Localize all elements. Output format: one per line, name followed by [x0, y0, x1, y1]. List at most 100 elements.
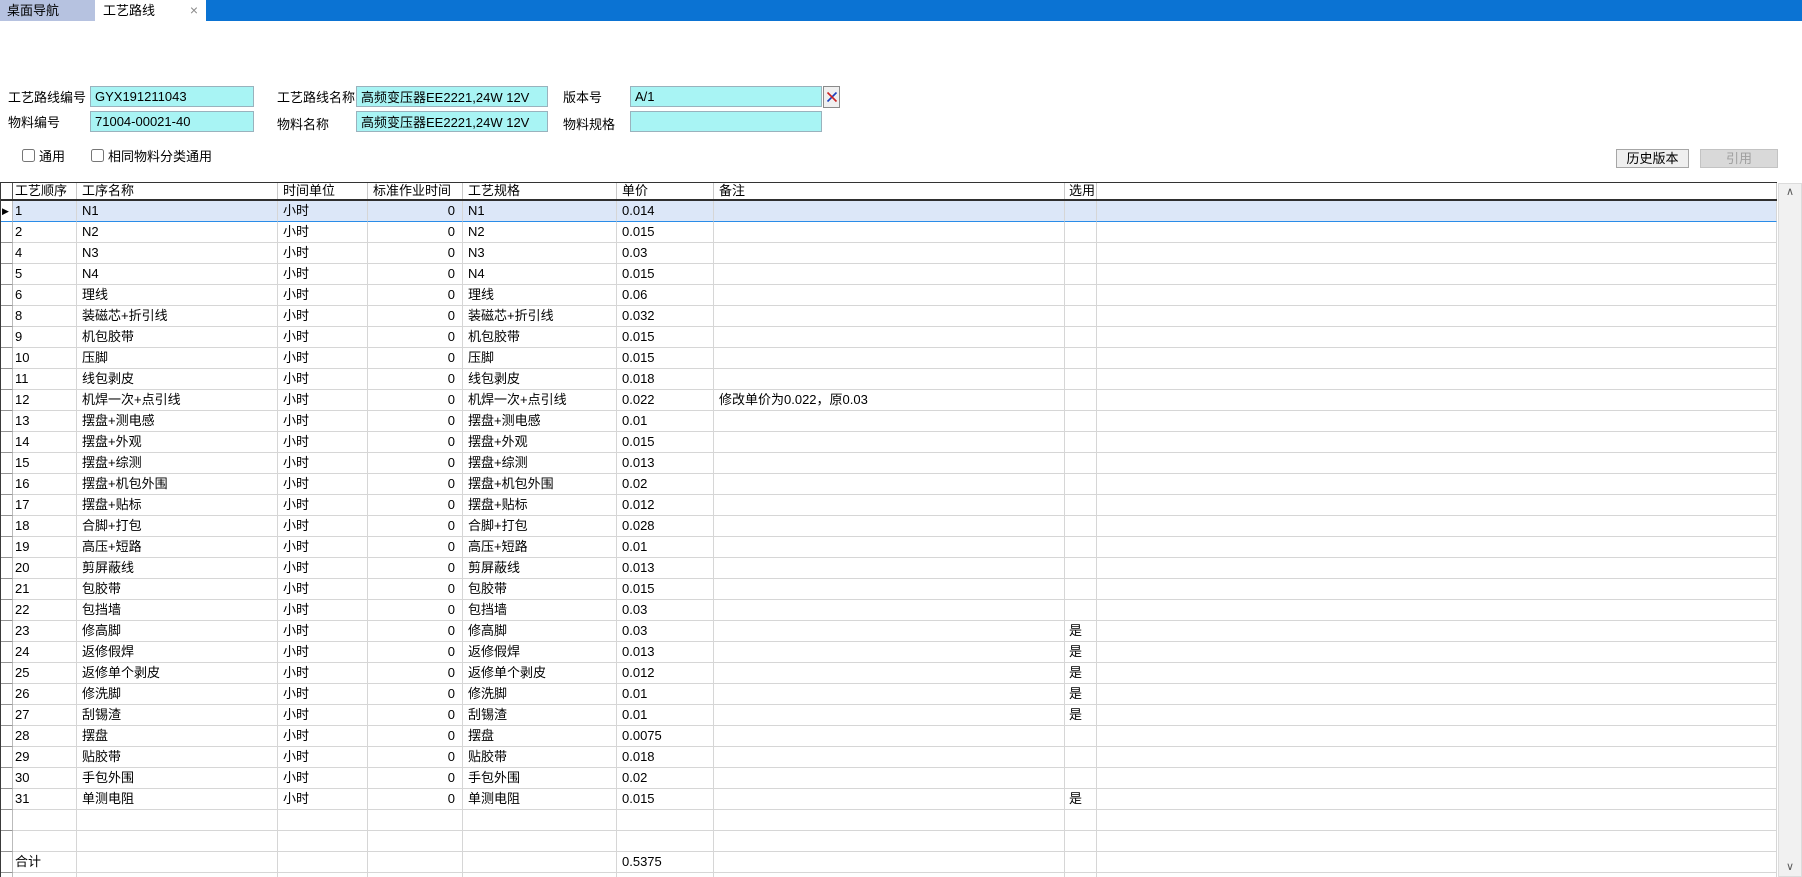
- cell-spec[interactable]: 剪屏蔽线: [463, 558, 617, 579]
- cell-optional[interactable]: [1065, 726, 1097, 747]
- cell-process-name[interactable]: 摆盘+综测: [77, 453, 278, 474]
- cell-remark[interactable]: [714, 306, 1065, 327]
- cell-std-time[interactable]: 0: [368, 201, 463, 222]
- version-lookup-button[interactable]: [823, 86, 840, 108]
- table-row[interactable]: 21 包胶带 小时 0 包胶带 0.015: [1, 579, 1777, 600]
- material-no-input[interactable]: [90, 111, 254, 132]
- cell-process-name[interactable]: 摆盘: [77, 726, 278, 747]
- cell-remark[interactable]: [714, 411, 1065, 432]
- col-header-remark[interactable]: 备注: [714, 183, 1065, 199]
- cell-seq[interactable]: 31: [13, 789, 77, 810]
- cell-optional[interactable]: [1065, 747, 1097, 768]
- cell-spec[interactable]: 摆盘+贴标: [463, 495, 617, 516]
- cell-price[interactable]: 0.013: [617, 453, 714, 474]
- cell-spec[interactable]: 压脚: [463, 348, 617, 369]
- cell-time-unit[interactable]: 小时: [278, 453, 368, 474]
- cell-process-name[interactable]: 摆盘+机包外围: [77, 474, 278, 495]
- table-row[interactable]: 16 摆盘+机包外围 小时 0 摆盘+机包外围 0.02: [1, 474, 1777, 495]
- cell-optional[interactable]: [1065, 453, 1097, 474]
- tab-process-route[interactable]: 工艺路线 ×: [95, 0, 206, 21]
- cell-seq[interactable]: 13: [13, 411, 77, 432]
- cell-seq[interactable]: 2: [13, 222, 77, 243]
- cell-std-time[interactable]: 0: [368, 663, 463, 684]
- cell-price[interactable]: 0.028: [617, 516, 714, 537]
- cell-time-unit[interactable]: 小时: [278, 579, 368, 600]
- cell-spec[interactable]: 修洗脚: [463, 684, 617, 705]
- vertical-scrollbar[interactable]: ∧ ∨: [1778, 183, 1802, 877]
- cell-process-name[interactable]: 理线: [77, 285, 278, 306]
- route-name-input[interactable]: [356, 86, 548, 107]
- cell-optional[interactable]: [1065, 558, 1097, 579]
- cell-seq[interactable]: 10: [13, 348, 77, 369]
- table-row[interactable]: ▶ 1 N1 小时 0 N1 0.014: [1, 201, 1777, 222]
- empty-row[interactable]: [1, 810, 1777, 831]
- cell-time-unit[interactable]: 小时: [278, 642, 368, 663]
- cell-price[interactable]: 0.03: [617, 243, 714, 264]
- cell-process-name[interactable]: 手包外围: [77, 768, 278, 789]
- col-header-price[interactable]: 单价: [617, 183, 714, 199]
- cell-price[interactable]: 0.01: [617, 684, 714, 705]
- cell-process-name[interactable]: 摆盘+贴标: [77, 495, 278, 516]
- cell-time-unit[interactable]: 小时: [278, 222, 368, 243]
- cell-remark[interactable]: [714, 684, 1065, 705]
- cell-optional[interactable]: [1065, 369, 1097, 390]
- empty-row[interactable]: [1, 831, 1777, 852]
- cell-optional[interactable]: 是: [1065, 642, 1097, 663]
- table-row[interactable]: 28 摆盘 小时 0 摆盘 0.0075: [1, 726, 1777, 747]
- cell-optional[interactable]: [1065, 306, 1097, 327]
- cell-remark[interactable]: [714, 537, 1065, 558]
- cell-std-time[interactable]: 0: [368, 222, 463, 243]
- checkbox-common[interactable]: 通用: [22, 147, 65, 164]
- cell-time-unit[interactable]: 小时: [278, 558, 368, 579]
- cell-std-time[interactable]: 0: [368, 243, 463, 264]
- cell-remark[interactable]: [714, 726, 1065, 747]
- cell-spec[interactable]: 单测电阻: [463, 789, 617, 810]
- history-version-button[interactable]: 历史版本: [1616, 149, 1689, 168]
- cell-std-time[interactable]: 0: [368, 285, 463, 306]
- cell-time-unit[interactable]: 小时: [278, 705, 368, 726]
- cell-spec[interactable]: 机焊一次+点引线: [463, 390, 617, 411]
- cell-time-unit[interactable]: 小时: [278, 348, 368, 369]
- cell-remark[interactable]: [714, 474, 1065, 495]
- version-input[interactable]: [630, 86, 822, 107]
- cell-price[interactable]: 0.013: [617, 558, 714, 579]
- cell-remark[interactable]: [714, 222, 1065, 243]
- col-header-name[interactable]: 工序名称: [77, 183, 278, 199]
- cell-time-unit[interactable]: 小时: [278, 411, 368, 432]
- cell-seq[interactable]: 23: [13, 621, 77, 642]
- cell-optional[interactable]: 是: [1065, 705, 1097, 726]
- cell-time-unit[interactable]: 小时: [278, 306, 368, 327]
- cell-std-time[interactable]: 0: [368, 768, 463, 789]
- cell-std-time[interactable]: 0: [368, 327, 463, 348]
- table-row[interactable]: 18 合脚+打包 小时 0 合脚+打包 0.028: [1, 516, 1777, 537]
- cell-remark[interactable]: [714, 705, 1065, 726]
- cell-time-unit[interactable]: 小时: [278, 684, 368, 705]
- cell-std-time[interactable]: 0: [368, 474, 463, 495]
- cell-spec[interactable]: 手包外围: [463, 768, 617, 789]
- cell-process-name[interactable]: 装磁芯+折引线: [77, 306, 278, 327]
- cell-std-time[interactable]: 0: [368, 411, 463, 432]
- cell-std-time[interactable]: 0: [368, 747, 463, 768]
- cell-time-unit[interactable]: 小时: [278, 747, 368, 768]
- cell-seq[interactable]: 9: [13, 327, 77, 348]
- cell-optional[interactable]: [1065, 390, 1097, 411]
- cell-optional[interactable]: 是: [1065, 684, 1097, 705]
- cell-seq[interactable]: 28: [13, 726, 77, 747]
- cell-std-time[interactable]: 0: [368, 495, 463, 516]
- cell-price[interactable]: 0.012: [617, 663, 714, 684]
- cell-std-time[interactable]: 0: [368, 306, 463, 327]
- table-row[interactable]: 24 返修假焊 小时 0 返修假焊 0.013 是: [1, 642, 1777, 663]
- cell-time-unit[interactable]: 小时: [278, 537, 368, 558]
- cell-std-time[interactable]: 0: [368, 600, 463, 621]
- table-row[interactable]: 17 摆盘+贴标 小时 0 摆盘+贴标 0.012: [1, 495, 1777, 516]
- checkbox-common-box[interactable]: [22, 148, 35, 162]
- cell-process-name[interactable]: 包胶带: [77, 579, 278, 600]
- cell-process-name[interactable]: 剪屏蔽线: [77, 558, 278, 579]
- checkbox-same-material-box[interactable]: [91, 148, 104, 162]
- cell-remark[interactable]: [714, 789, 1065, 810]
- cell-remark[interactable]: [714, 285, 1065, 306]
- cell-seq[interactable]: 22: [13, 600, 77, 621]
- cell-seq[interactable]: 15: [13, 453, 77, 474]
- checkbox-same-material[interactable]: 相同物料分类通用: [91, 147, 212, 164]
- material-name-input[interactable]: [356, 111, 548, 132]
